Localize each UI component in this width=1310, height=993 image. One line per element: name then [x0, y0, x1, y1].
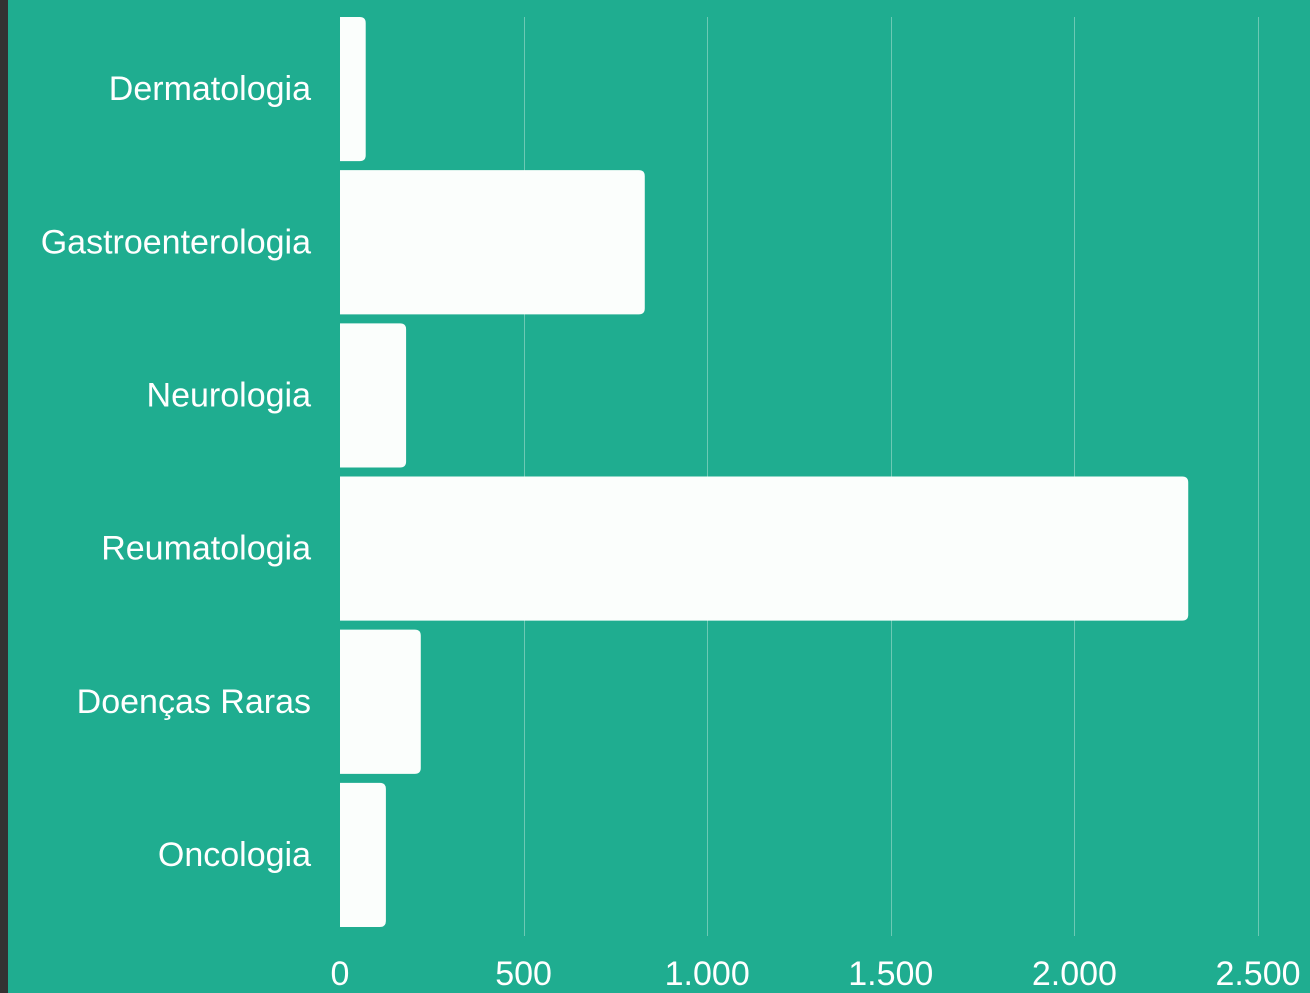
bar-neurologia — [340, 323, 407, 468]
x-tick-labels: 0 500 1.000 1.500 2.000 2.500 — [331, 955, 1301, 993]
category-label: Gastroenterologia — [41, 223, 311, 261]
bar-gastroenterologia — [340, 170, 645, 315]
bar-doen-as-raras — [340, 629, 421, 774]
bar-chart: Dermatologia Gastroenterologia Neurologia R… — [41, 17, 1301, 993]
x-tick-label: 1.500 — [848, 955, 933, 993]
x-tick-label: 2.500 — [1215, 955, 1300, 993]
x-tick-label: 0 — [331, 955, 350, 993]
category-label: Neurologia — [147, 376, 312, 414]
category-label: Doenças Raras — [77, 683, 311, 721]
bar-dermatologia — [340, 17, 366, 162]
x-tick-label: 2.000 — [1032, 955, 1117, 993]
category-label: Reumatologia — [101, 530, 311, 568]
bar-layer — [340, 17, 1189, 927]
category-labels: Dermatologia Gastroenterologia Neurologia R… — [41, 70, 311, 874]
bar-reumatologia — [340, 476, 1189, 621]
category-label: Oncologia — [158, 836, 311, 874]
x-tick-label: 500 — [495, 955, 552, 993]
bar-oncologia — [340, 782, 386, 927]
category-label: Dermatologia — [109, 70, 311, 108]
x-tick-label: 1.000 — [665, 955, 750, 993]
chart-panel: Dermatologia Gastroenterologia Neurologia R… — [8, 0, 1310, 993]
